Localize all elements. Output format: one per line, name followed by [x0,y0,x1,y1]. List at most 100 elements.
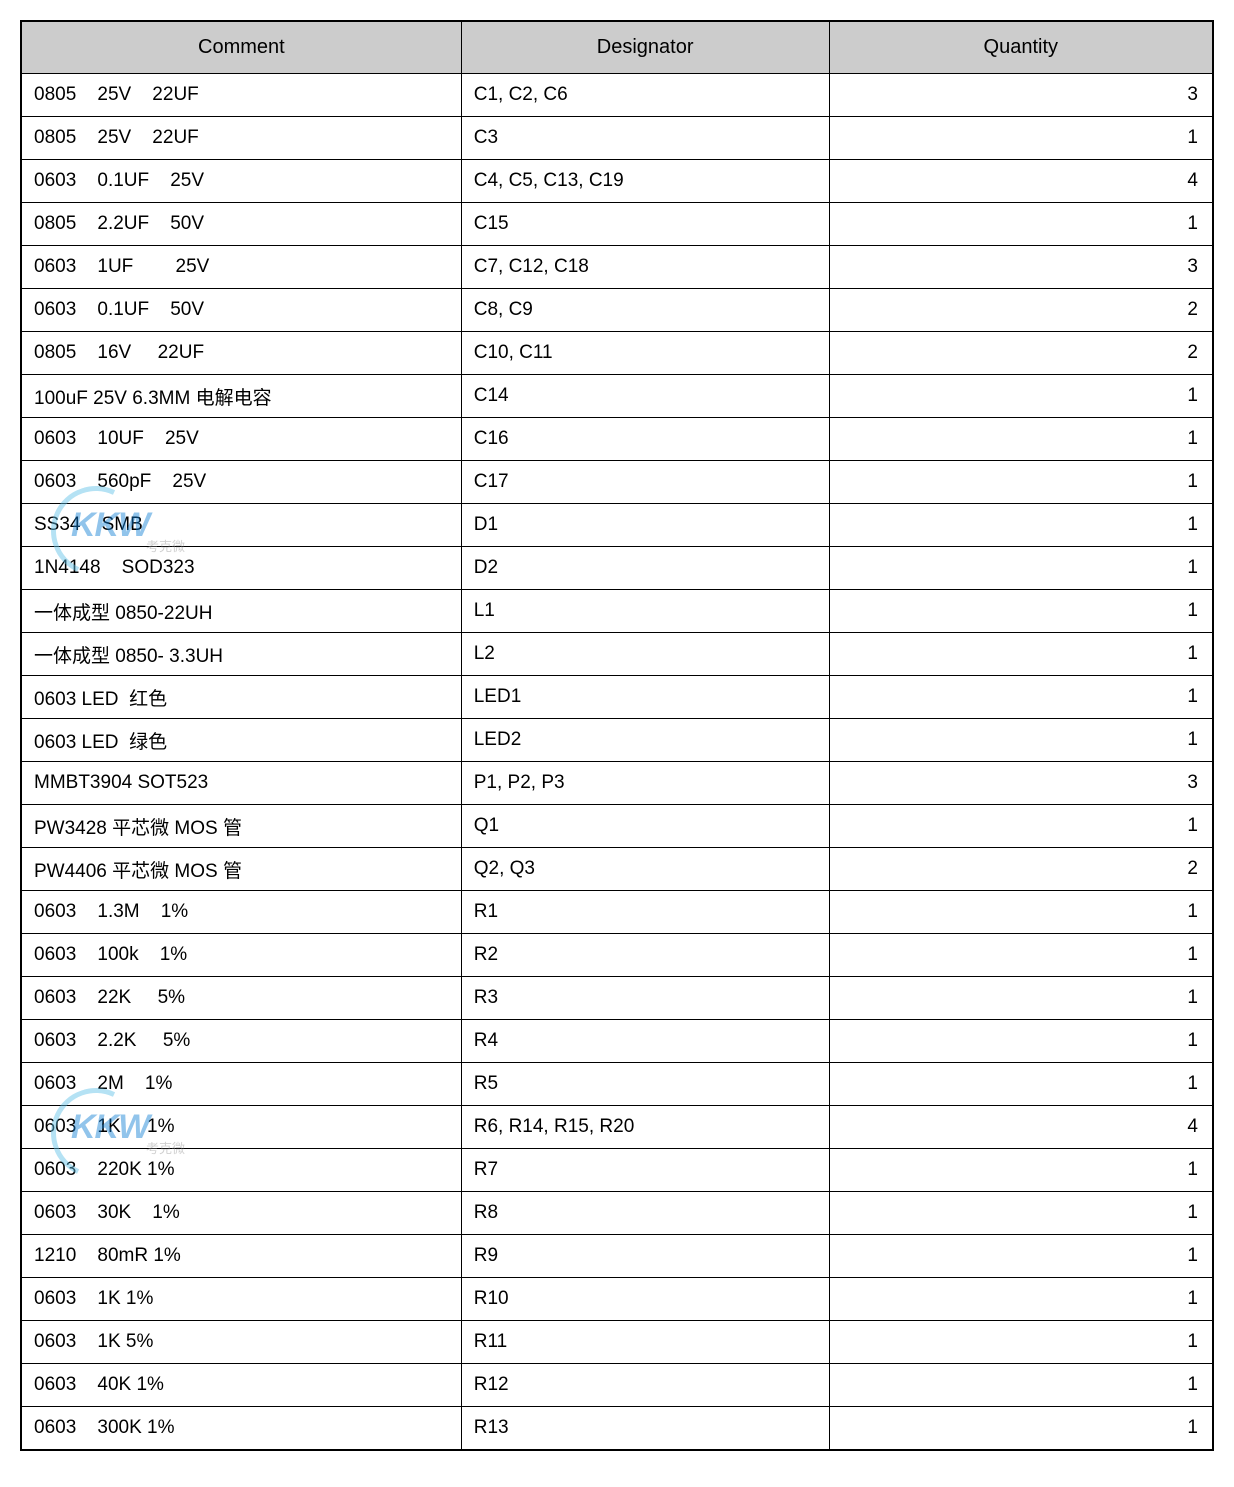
quantity-cell: 2 [829,332,1212,375]
designator-cell: Q2, Q3 [461,848,829,891]
table-row: 0603 22K 5%R31 [22,977,1213,1020]
table-row: 0603 LED 红色LED11 [22,676,1213,719]
quantity-cell: 1 [829,504,1212,547]
quantity-cell: 1 [829,977,1212,1020]
designator-cell: C3 [461,117,829,160]
designator-cell: R11 [461,1321,829,1364]
designator-cell: R10 [461,1278,829,1321]
comment-cell: 0603 30K 1% [22,1192,462,1235]
table-row: 0603 1.3M 1%R11 [22,891,1213,934]
comment-cell: 0603 LED 绿色 [22,719,462,762]
table-row: 0805 25V 22UFC31 [22,117,1213,160]
quantity-cell: 1 [829,375,1212,418]
quantity-cell: 1 [829,1149,1212,1192]
comment-cell: 0603 300K 1% [22,1407,462,1450]
table-row: PW4406 平芯微 MOS 管Q2, Q32 [22,848,1213,891]
designator-cell: C10, C11 [461,332,829,375]
quantity-cell: 1 [829,805,1212,848]
designator-cell: R9 [461,1235,829,1278]
quantity-cell: 1 [829,1235,1212,1278]
quantity-cell: 1 [829,1063,1212,1106]
designator-cell: C1, C2, C6 [461,74,829,117]
designator-cell: C16 [461,418,829,461]
quantity-cell: 1 [829,1407,1212,1450]
quantity-cell: 1 [829,719,1212,762]
table-row: 0603 LED 绿色LED21 [22,719,1213,762]
table-row: 0603 300K 1%R131 [22,1407,1213,1450]
table-row: 0603 30K 1%R81 [22,1192,1213,1235]
designator-cell: C17 [461,461,829,504]
comment-cell: 100uF 25V 6.3MM 电解电容 [22,375,462,418]
designator-cell: LED1 [461,676,829,719]
comment-cell: 0603 10UF 25V [22,418,462,461]
table-header-row: Comment Designator Quantity [22,22,1213,74]
comment-cell: 0603 100k 1% [22,934,462,977]
table-row: 1N4148 SOD323D21 [22,547,1213,590]
comment-cell: 0603 0.1UF 50V [22,289,462,332]
comment-cell: 0805 16V 22UF [22,332,462,375]
comment-cell: PW4406 平芯微 MOS 管 [22,848,462,891]
table-row: 0603 10UF 25VC161 [22,418,1213,461]
designator-cell: R6, R14, R15, R20 [461,1106,829,1149]
comment-cell: 0603 LED 红色 [22,676,462,719]
quantity-cell: 1 [829,1192,1212,1235]
quantity-cell: 1 [829,1278,1212,1321]
table-row: MMBT3904 SOT523P1, P2, P33 [22,762,1213,805]
comment-cell: 0603 2M 1% [22,1063,462,1106]
designator-cell: Q1 [461,805,829,848]
designator-cell: C4, C5, C13, C19 [461,160,829,203]
comment-cell: 0603 0.1UF 25V [22,160,462,203]
designator-cell: R1 [461,891,829,934]
comment-cell: 0603 1K 1% [22,1278,462,1321]
quantity-cell: 1 [829,891,1212,934]
designator-cell: R13 [461,1407,829,1450]
table-row: 0603 1K 5%R111 [22,1321,1213,1364]
comment-cell: 0603 22K 5% [22,977,462,1020]
quantity-cell: 3 [829,762,1212,805]
comment-cell: 0603 220K 1% [22,1149,462,1192]
table-row: 0603 0.1UF 25VC4, C5, C13, C194 [22,160,1213,203]
designator-cell: D2 [461,547,829,590]
comment-cell: 1N4148 SOD323 [22,547,462,590]
quantity-cell: 3 [829,74,1212,117]
comment-cell: 0603 2.2K 5% [22,1020,462,1063]
column-header-comment: Comment [22,22,462,74]
table-row: 1210 80mR 1%R91 [22,1235,1213,1278]
table-row: 0603 1K 1%R6, R14, R15, R204 [22,1106,1213,1149]
table-row: 0603 100k 1%R21 [22,934,1213,977]
table-row: 一体成型 0850-22UHL11 [22,590,1213,633]
comment-cell: 0603 1K 5% [22,1321,462,1364]
designator-cell: R4 [461,1020,829,1063]
table-row: 0603 1K 1%R101 [22,1278,1213,1321]
quantity-cell: 1 [829,1020,1212,1063]
comment-cell: 1210 80mR 1% [22,1235,462,1278]
comment-cell: 一体成型 0850-22UH [22,590,462,633]
designator-cell: C14 [461,375,829,418]
comment-cell: 0805 25V 22UF [22,117,462,160]
comment-cell: 0603 40K 1% [22,1364,462,1407]
designator-cell: R12 [461,1364,829,1407]
comment-cell: 一体成型 0850- 3.3UH [22,633,462,676]
quantity-cell: 1 [829,1364,1212,1407]
designator-cell: R2 [461,934,829,977]
table-row: 0603 220K 1%R71 [22,1149,1213,1192]
quantity-cell: 1 [829,117,1212,160]
quantity-cell: 1 [829,418,1212,461]
bom-table-container: Comment Designator Quantity 0805 25V 22U… [20,20,1214,1451]
table-row: 一体成型 0850- 3.3UHL21 [22,633,1213,676]
quantity-cell: 4 [829,160,1212,203]
quantity-cell: 1 [829,590,1212,633]
table-row: 100uF 25V 6.3MM 电解电容C141 [22,375,1213,418]
quantity-cell: 2 [829,289,1212,332]
quantity-cell: 1 [829,461,1212,504]
table-row: 0603 2.2K 5%R41 [22,1020,1213,1063]
quantity-cell: 1 [829,547,1212,590]
designator-cell: R5 [461,1063,829,1106]
quantity-cell: 1 [829,676,1212,719]
comment-cell: 0603 560pF 25V [22,461,462,504]
designator-cell: L1 [461,590,829,633]
comment-cell: PW3428 平芯微 MOS 管 [22,805,462,848]
table-row: 0603 40K 1%R121 [22,1364,1213,1407]
designator-cell: C7, C12, C18 [461,246,829,289]
designator-cell: R7 [461,1149,829,1192]
